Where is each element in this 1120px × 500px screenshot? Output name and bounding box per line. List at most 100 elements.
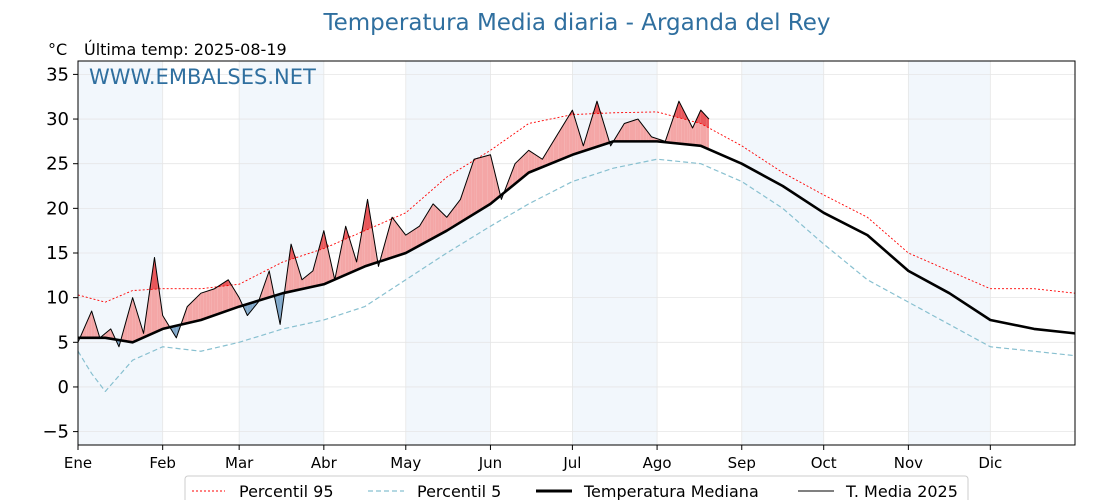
above-p95-fill bbox=[367, 199, 371, 230]
above-median-fill bbox=[465, 175, 469, 219]
legend-p5-label: Percentil 5 bbox=[417, 482, 501, 500]
above-median-fill bbox=[632, 119, 636, 142]
above-median-fill bbox=[340, 239, 343, 278]
chart-title: Temperatura Media diaria - Arganda del R… bbox=[322, 10, 830, 36]
x-tick-label-Feb: Feb bbox=[149, 454, 176, 472]
above-median-fill bbox=[564, 119, 567, 159]
x-tick-label-Jun: Jun bbox=[478, 454, 502, 472]
above-median-fill bbox=[468, 167, 472, 218]
above-median-fill bbox=[318, 240, 322, 286]
y-tick-label: 35 bbox=[46, 64, 69, 85]
y-tick-label: 20 bbox=[46, 198, 69, 219]
above-median-fill bbox=[463, 183, 466, 221]
above-median-fill bbox=[424, 212, 428, 243]
above-median-fill bbox=[413, 227, 417, 249]
above-median-fill bbox=[408, 231, 412, 252]
above-median-fill bbox=[411, 229, 414, 251]
above-median-fill bbox=[482, 156, 485, 209]
above-median-fill bbox=[621, 123, 625, 142]
above-median-fill bbox=[405, 233, 409, 253]
above-median-fill bbox=[157, 276, 160, 332]
above-median-fill bbox=[400, 227, 404, 255]
above-median-fill bbox=[452, 206, 455, 228]
above-median-fill bbox=[124, 317, 128, 342]
above-median-fill bbox=[211, 288, 215, 317]
above-median-fill bbox=[200, 292, 204, 320]
above-median-fill bbox=[307, 273, 311, 288]
above-median-fill bbox=[517, 158, 521, 182]
x-tick-label-Abr: Abr bbox=[311, 454, 338, 472]
above-p95-fill bbox=[692, 121, 696, 123]
above-median-fill bbox=[195, 295, 199, 322]
above-median-fill bbox=[433, 203, 436, 239]
x-tick-label-Jul: Jul bbox=[562, 454, 581, 472]
above-median-fill bbox=[635, 119, 638, 142]
above-median-fill bbox=[353, 253, 357, 272]
last-temp-label: Última temp: 2025-08-19 bbox=[84, 40, 287, 59]
above-median-fill bbox=[394, 220, 398, 257]
x-tick-label-Ago: Ago bbox=[643, 454, 672, 472]
above-median-fill bbox=[138, 315, 141, 340]
above-median-fill bbox=[230, 284, 234, 310]
above-median-fill bbox=[206, 290, 210, 319]
above-median-fill bbox=[233, 288, 237, 309]
above-p95-fill bbox=[676, 101, 679, 118]
above-median-fill bbox=[509, 170, 513, 189]
above-median-fill bbox=[225, 279, 229, 312]
below-median-fill bbox=[250, 302, 253, 313]
above-median-fill bbox=[416, 226, 420, 248]
above-median-fill bbox=[523, 152, 526, 178]
above-median-fill bbox=[525, 150, 529, 175]
watermark: WWW.EMBALSES.NET bbox=[89, 65, 316, 89]
above-median-fill bbox=[520, 155, 524, 180]
above-median-fill bbox=[189, 301, 193, 323]
above-median-fill bbox=[220, 283, 223, 314]
above-median-fill bbox=[687, 117, 690, 145]
above-median-fill bbox=[293, 253, 297, 291]
y-tick-label: −5 bbox=[42, 422, 69, 443]
y-tick-label: 30 bbox=[46, 109, 69, 130]
above-median-fill bbox=[135, 306, 139, 342]
above-median-fill bbox=[539, 157, 543, 169]
above-p95-fill bbox=[359, 230, 363, 234]
above-median-fill bbox=[383, 236, 387, 261]
above-median-fill bbox=[184, 306, 188, 324]
above-median-fill bbox=[495, 177, 499, 200]
series-p95-line bbox=[77, 111, 1076, 303]
above-median-fill bbox=[591, 110, 595, 149]
above-median-fill bbox=[269, 270, 272, 298]
x-tick-label-Mar: Mar bbox=[225, 454, 254, 472]
series-current-line bbox=[77, 100, 710, 348]
above-median-fill bbox=[566, 114, 570, 157]
x-tick-label-Oct: Oct bbox=[811, 454, 837, 472]
above-median-fill bbox=[88, 311, 92, 338]
y-tick-label: 5 bbox=[58, 332, 69, 353]
above-p95-fill bbox=[364, 199, 368, 231]
above-median-fill bbox=[304, 275, 308, 289]
above-median-fill bbox=[94, 319, 98, 338]
above-median-fill bbox=[214, 286, 218, 316]
above-median-fill bbox=[299, 270, 302, 290]
above-median-fill bbox=[624, 122, 628, 142]
above-median-fill bbox=[460, 191, 464, 223]
above-median-fill bbox=[616, 132, 619, 142]
legend-median-label: Temperatura Mediana bbox=[583, 482, 759, 500]
above-median-fill bbox=[310, 270, 313, 288]
above-median-fill bbox=[695, 116, 699, 146]
above-median-fill bbox=[397, 224, 401, 256]
above-median-fill bbox=[263, 278, 267, 300]
above-median-fill bbox=[648, 133, 652, 142]
above-median-fill bbox=[192, 298, 196, 322]
above-median-fill bbox=[392, 217, 395, 258]
x-tick-label-Ene: Ene bbox=[64, 454, 92, 472]
x-tick-label-Dic: Dic bbox=[978, 454, 1002, 472]
above-p95-fill bbox=[700, 110, 704, 125]
above-median-fill bbox=[629, 120, 633, 142]
above-median-fill bbox=[427, 208, 431, 242]
x-tick-label-Sep: Sep bbox=[728, 454, 756, 472]
above-median-fill bbox=[444, 214, 447, 233]
above-p95-fill bbox=[698, 110, 701, 124]
above-median-fill bbox=[490, 154, 494, 204]
above-median-fill bbox=[312, 260, 316, 287]
